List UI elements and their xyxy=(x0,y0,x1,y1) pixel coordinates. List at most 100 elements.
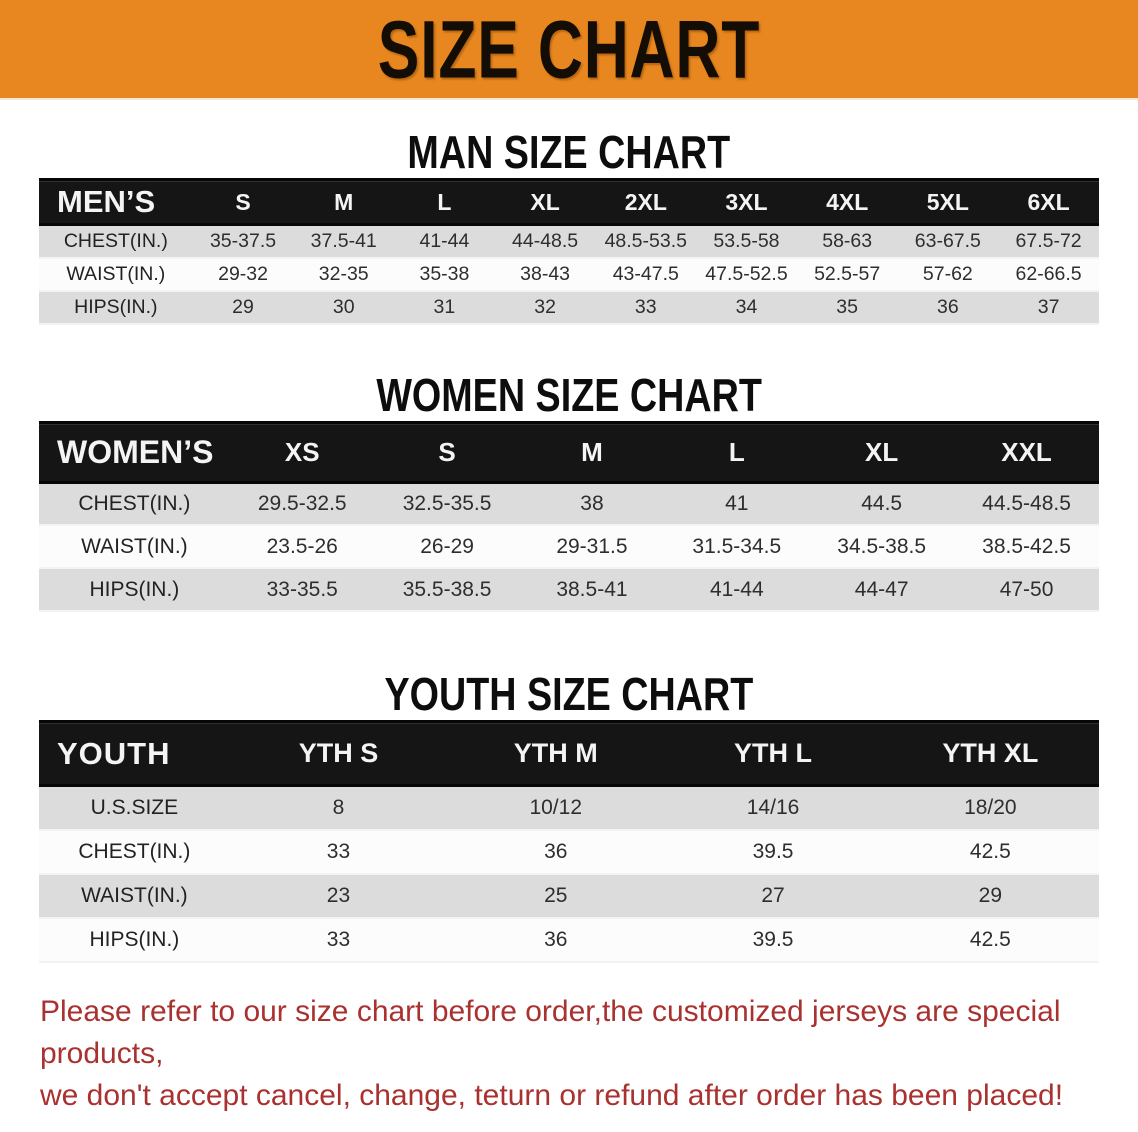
table-header-row: WOMEN’S XS S M L XL XXL xyxy=(39,420,1099,484)
size-value-cell: 33 xyxy=(229,829,448,875)
measurement-label: WAIST(IN.) xyxy=(39,257,193,292)
measurement-label: WAIST(IN.) xyxy=(39,873,230,919)
size-value-cell: 62-66.5 xyxy=(998,257,1099,292)
size-column-header: 2XL xyxy=(595,178,697,226)
size-column-header: XL xyxy=(494,178,596,226)
size-column-header: XXL xyxy=(954,420,1099,484)
table-header-row: MEN’S S M L XL 2XL 3XL 4XL 5XL 6XL xyxy=(39,178,1099,226)
measurement-label: HIPS(IN.) xyxy=(39,290,193,325)
size-value-cell: 58-63 xyxy=(796,224,898,259)
size-value-cell: 27 xyxy=(664,873,882,919)
size-value-cell: 38.5-42.5 xyxy=(954,525,1099,569)
size-value-cell: 42.5 xyxy=(881,829,1099,875)
size-column-header: YTH M xyxy=(447,720,665,787)
youth-size-table: YOUTH YTH S YTH M YTH L YTH XL U.S.SIZE 8 10/12… xyxy=(39,720,1099,963)
size-value-cell: 23.5-26 xyxy=(229,525,375,569)
size-value-cell: 42.5 xyxy=(881,917,1099,963)
size-value-cell: 26-29 xyxy=(374,525,520,569)
measurement-row: CHEST(IN.) 35-37.5 37.5-41 41-44 44-48.5 48.5… xyxy=(39,224,1099,259)
size-value-cell: 44-47 xyxy=(809,568,955,612)
measurement-label: CHEST(IN.) xyxy=(39,829,230,875)
size-column-header: M xyxy=(293,178,395,226)
size-column-header: XL xyxy=(809,420,955,484)
size-value-cell: 43-47.5 xyxy=(595,257,697,292)
measurement-row: CHEST(IN.) 29.5-32.5 32.5-35.5 38 41 44.5 44.5… xyxy=(39,482,1099,526)
size-value-cell: 44.5 xyxy=(809,482,955,526)
size-column-header: 3XL xyxy=(696,178,797,226)
size-column-header: XS xyxy=(229,420,375,484)
size-column-header: 4XL xyxy=(796,178,898,226)
size-value-cell: 29-32 xyxy=(192,257,294,292)
size-value-cell: 32-35 xyxy=(293,257,395,292)
table-title-cell: YOUTH xyxy=(39,720,230,787)
table-title-cell: WOMEN’S xyxy=(39,420,230,484)
size-column-header: YTH S xyxy=(229,720,448,787)
size-value-cell: 31 xyxy=(394,290,495,325)
size-value-cell: 53.5-58 xyxy=(696,224,797,259)
measurement-row: HIPS(IN.) 33 36 39.5 42.5 xyxy=(39,917,1099,963)
measurement-row: CHEST(IN.) 33 36 39.5 42.5 xyxy=(39,829,1099,875)
table-title-cell: MEN’S xyxy=(39,178,193,226)
size-value-cell: 18/20 xyxy=(881,785,1099,831)
size-value-cell: 41-44 xyxy=(664,568,810,612)
measurement-row: U.S.SIZE 8 10/12 14/16 18/20 xyxy=(39,785,1099,831)
size-value-cell: 38.5-41 xyxy=(519,568,665,612)
size-column-header: S xyxy=(374,420,520,484)
measurement-row: HIPS(IN.) 29 30 31 32 33 34 35 36 37 xyxy=(39,290,1099,325)
size-chart-banner: SIZE CHART xyxy=(0,0,1138,100)
size-value-cell: 10/12 xyxy=(447,785,665,831)
size-value-cell: 41 xyxy=(664,482,810,526)
size-value-cell: 48.5-53.5 xyxy=(595,224,697,259)
size-value-cell: 39.5 xyxy=(664,917,882,963)
size-value-cell: 63-67.5 xyxy=(897,224,999,259)
size-value-cell: 47.5-52.5 xyxy=(696,257,797,292)
size-value-cell: 29 xyxy=(192,290,294,325)
size-value-cell: 35-37.5 xyxy=(192,224,294,259)
size-value-cell: 37.5-41 xyxy=(293,224,395,259)
size-value-cell: 44-48.5 xyxy=(494,224,596,259)
size-value-cell: 25 xyxy=(447,873,665,919)
size-value-cell: 29-31.5 xyxy=(519,525,665,569)
size-column-header: L xyxy=(664,420,810,484)
size-value-cell: 36 xyxy=(897,290,999,325)
size-value-cell: 35 xyxy=(796,290,898,325)
measurement-label: WAIST(IN.) xyxy=(39,525,230,569)
size-value-cell: 29 xyxy=(881,873,1099,919)
size-value-cell: 33 xyxy=(229,917,448,963)
size-value-cell: 41-44 xyxy=(394,224,495,259)
disclaimer-line-1: Please refer to our size chart before or… xyxy=(40,994,1061,1070)
measurement-label: CHEST(IN.) xyxy=(39,482,230,526)
size-column-header: YTH XL xyxy=(881,720,1099,787)
measurement-label: U.S.SIZE xyxy=(39,785,230,831)
size-value-cell: 31.5-34.5 xyxy=(664,525,810,569)
man-section-title: MAN SIZE CHART xyxy=(407,126,731,178)
size-column-header: M xyxy=(519,420,665,484)
measurement-label: HIPS(IN.) xyxy=(39,917,230,963)
size-column-header: YTH L xyxy=(664,720,882,787)
size-column-header: L xyxy=(394,178,495,226)
youth-section-title: YOUTH SIZE CHART xyxy=(384,668,754,720)
size-value-cell: 44.5-48.5 xyxy=(954,482,1099,526)
size-value-cell: 34 xyxy=(696,290,797,325)
size-value-cell: 67.5-72 xyxy=(998,224,1099,259)
measurement-label: CHEST(IN.) xyxy=(39,224,193,259)
size-value-cell: 33-35.5 xyxy=(229,568,375,612)
size-value-cell: 35-38 xyxy=(394,257,495,292)
size-value-cell: 34.5-38.5 xyxy=(809,525,955,569)
size-value-cell: 39.5 xyxy=(664,829,882,875)
size-value-cell: 32.5-35.5 xyxy=(374,482,520,526)
size-value-cell: 32 xyxy=(494,290,596,325)
measurement-row: WAIST(IN.) 23 25 27 29 xyxy=(39,873,1099,919)
size-column-header: 6XL xyxy=(998,178,1099,226)
measurement-row: WAIST(IN.) 23.5-26 26-29 29-31.5 31.5-34.5 34… xyxy=(39,525,1099,569)
size-value-cell: 37 xyxy=(998,290,1099,325)
size-value-cell: 33 xyxy=(595,290,697,325)
size-value-cell: 36 xyxy=(447,917,665,963)
size-value-cell: 14/16 xyxy=(664,785,882,831)
disclaimer-note: Please refer to our size chart before or… xyxy=(40,991,1110,1117)
size-value-cell: 57-62 xyxy=(897,257,999,292)
disclaimer-line-2: we don't accept cancel, change, teturn o… xyxy=(40,1078,1064,1112)
size-value-cell: 47-50 xyxy=(954,568,1099,612)
measurement-row: HIPS(IN.) 33-35.5 35.5-38.5 38.5-41 41-44 44-… xyxy=(39,568,1099,612)
size-value-cell: 30 xyxy=(293,290,395,325)
